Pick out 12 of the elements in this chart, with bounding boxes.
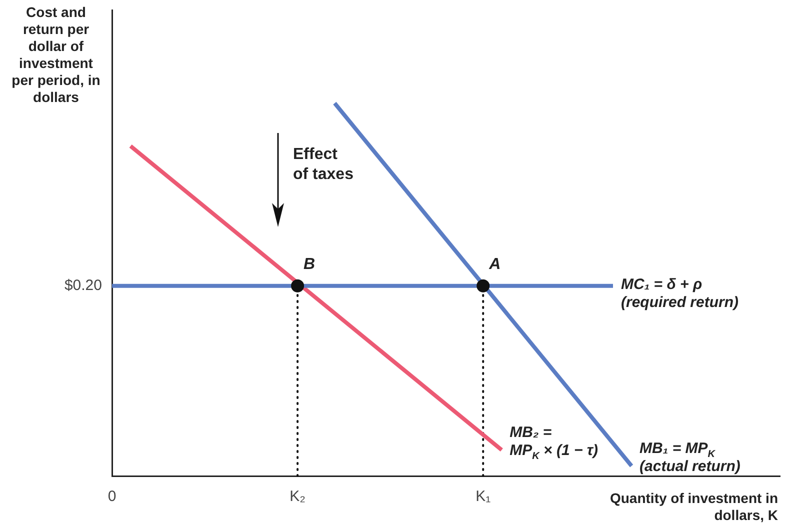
- x-tick-label: K₁: [476, 488, 491, 506]
- series-label: MC₁ = δ + ρ (required return): [621, 276, 739, 312]
- annotation: Effect of taxes: [293, 145, 354, 185]
- text: $0.20: [63, 276, 102, 295]
- x-tick-label: K₂: [290, 488, 306, 506]
- x-tick-label: 0: [108, 488, 116, 506]
- annotation: A: [489, 256, 501, 274]
- series-label: MB₁ = MP$_{K}$ (actual return): [640, 440, 740, 476]
- series-label: MB₂ = MP$_{K}$ × (1 − τ): [510, 424, 598, 462]
- y-axis-title: Cost and return per dollar of investment per period, in dollars: [10, 4, 102, 106]
- x-axis-title: Quantity of investment in dollars, K: [608, 490, 778, 524]
- annotation: B: [304, 256, 316, 274]
